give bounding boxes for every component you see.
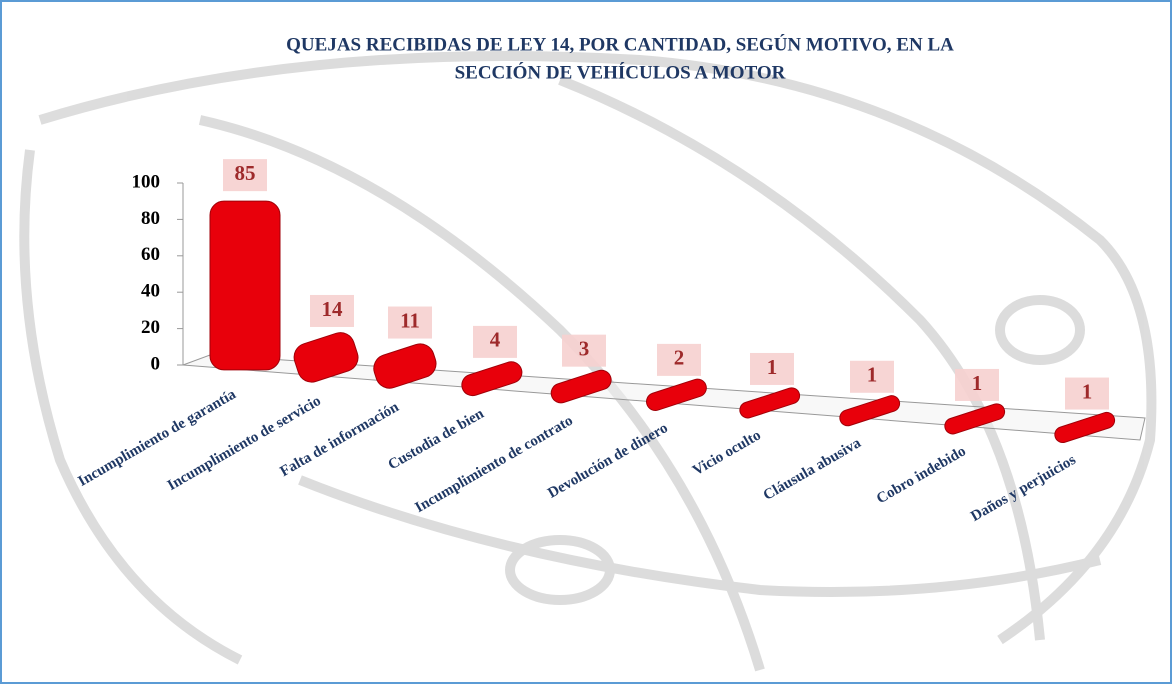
value-label: 3 [579, 336, 590, 360]
value-label: 4 [490, 328, 501, 352]
chart-title: QUEJAS RECIBIDAS DE LEY 14, POR CANTIDAD… [286, 33, 954, 55]
value-label-bg [388, 306, 432, 339]
value-label-bg [1065, 377, 1109, 410]
value-label-bg [850, 360, 894, 393]
y-tick-label: 60 [141, 244, 160, 265]
value-label: 1 [867, 363, 878, 387]
bar [293, 332, 359, 383]
car-sketch [19, 51, 1157, 672]
value-label-bg [223, 159, 267, 192]
y-tick-label: 100 [132, 171, 161, 192]
bar [839, 395, 901, 427]
value-label-bg [310, 294, 354, 327]
value-label: 11 [400, 308, 420, 332]
chart-title: SECCIÓN DE VEHÍCULOS A MOTOR [455, 61, 786, 83]
bar [944, 403, 1006, 435]
bar [646, 378, 707, 411]
value-label-bg [750, 352, 794, 385]
value-label: 2 [674, 346, 685, 370]
bar [209, 200, 281, 371]
value-label: 14 [322, 297, 344, 321]
bar [373, 343, 437, 389]
value-label: 1 [972, 371, 983, 395]
value-label-bg [955, 368, 999, 401]
y-tick-label: 80 [141, 208, 160, 229]
value-label: 85 [235, 161, 256, 185]
value-label: 1 [1082, 379, 1093, 403]
bar [550, 369, 612, 404]
value-label-bg [657, 343, 701, 376]
value-label: 1 [767, 355, 778, 379]
y-tick-label: 40 [141, 281, 160, 302]
bar [1054, 411, 1116, 444]
value-label-bg [473, 325, 517, 358]
y-tick-label: 20 [141, 317, 160, 338]
y-tick-label: 0 [151, 353, 161, 374]
bar [461, 361, 523, 397]
bar [739, 387, 801, 419]
value-label-bg [562, 334, 606, 367]
